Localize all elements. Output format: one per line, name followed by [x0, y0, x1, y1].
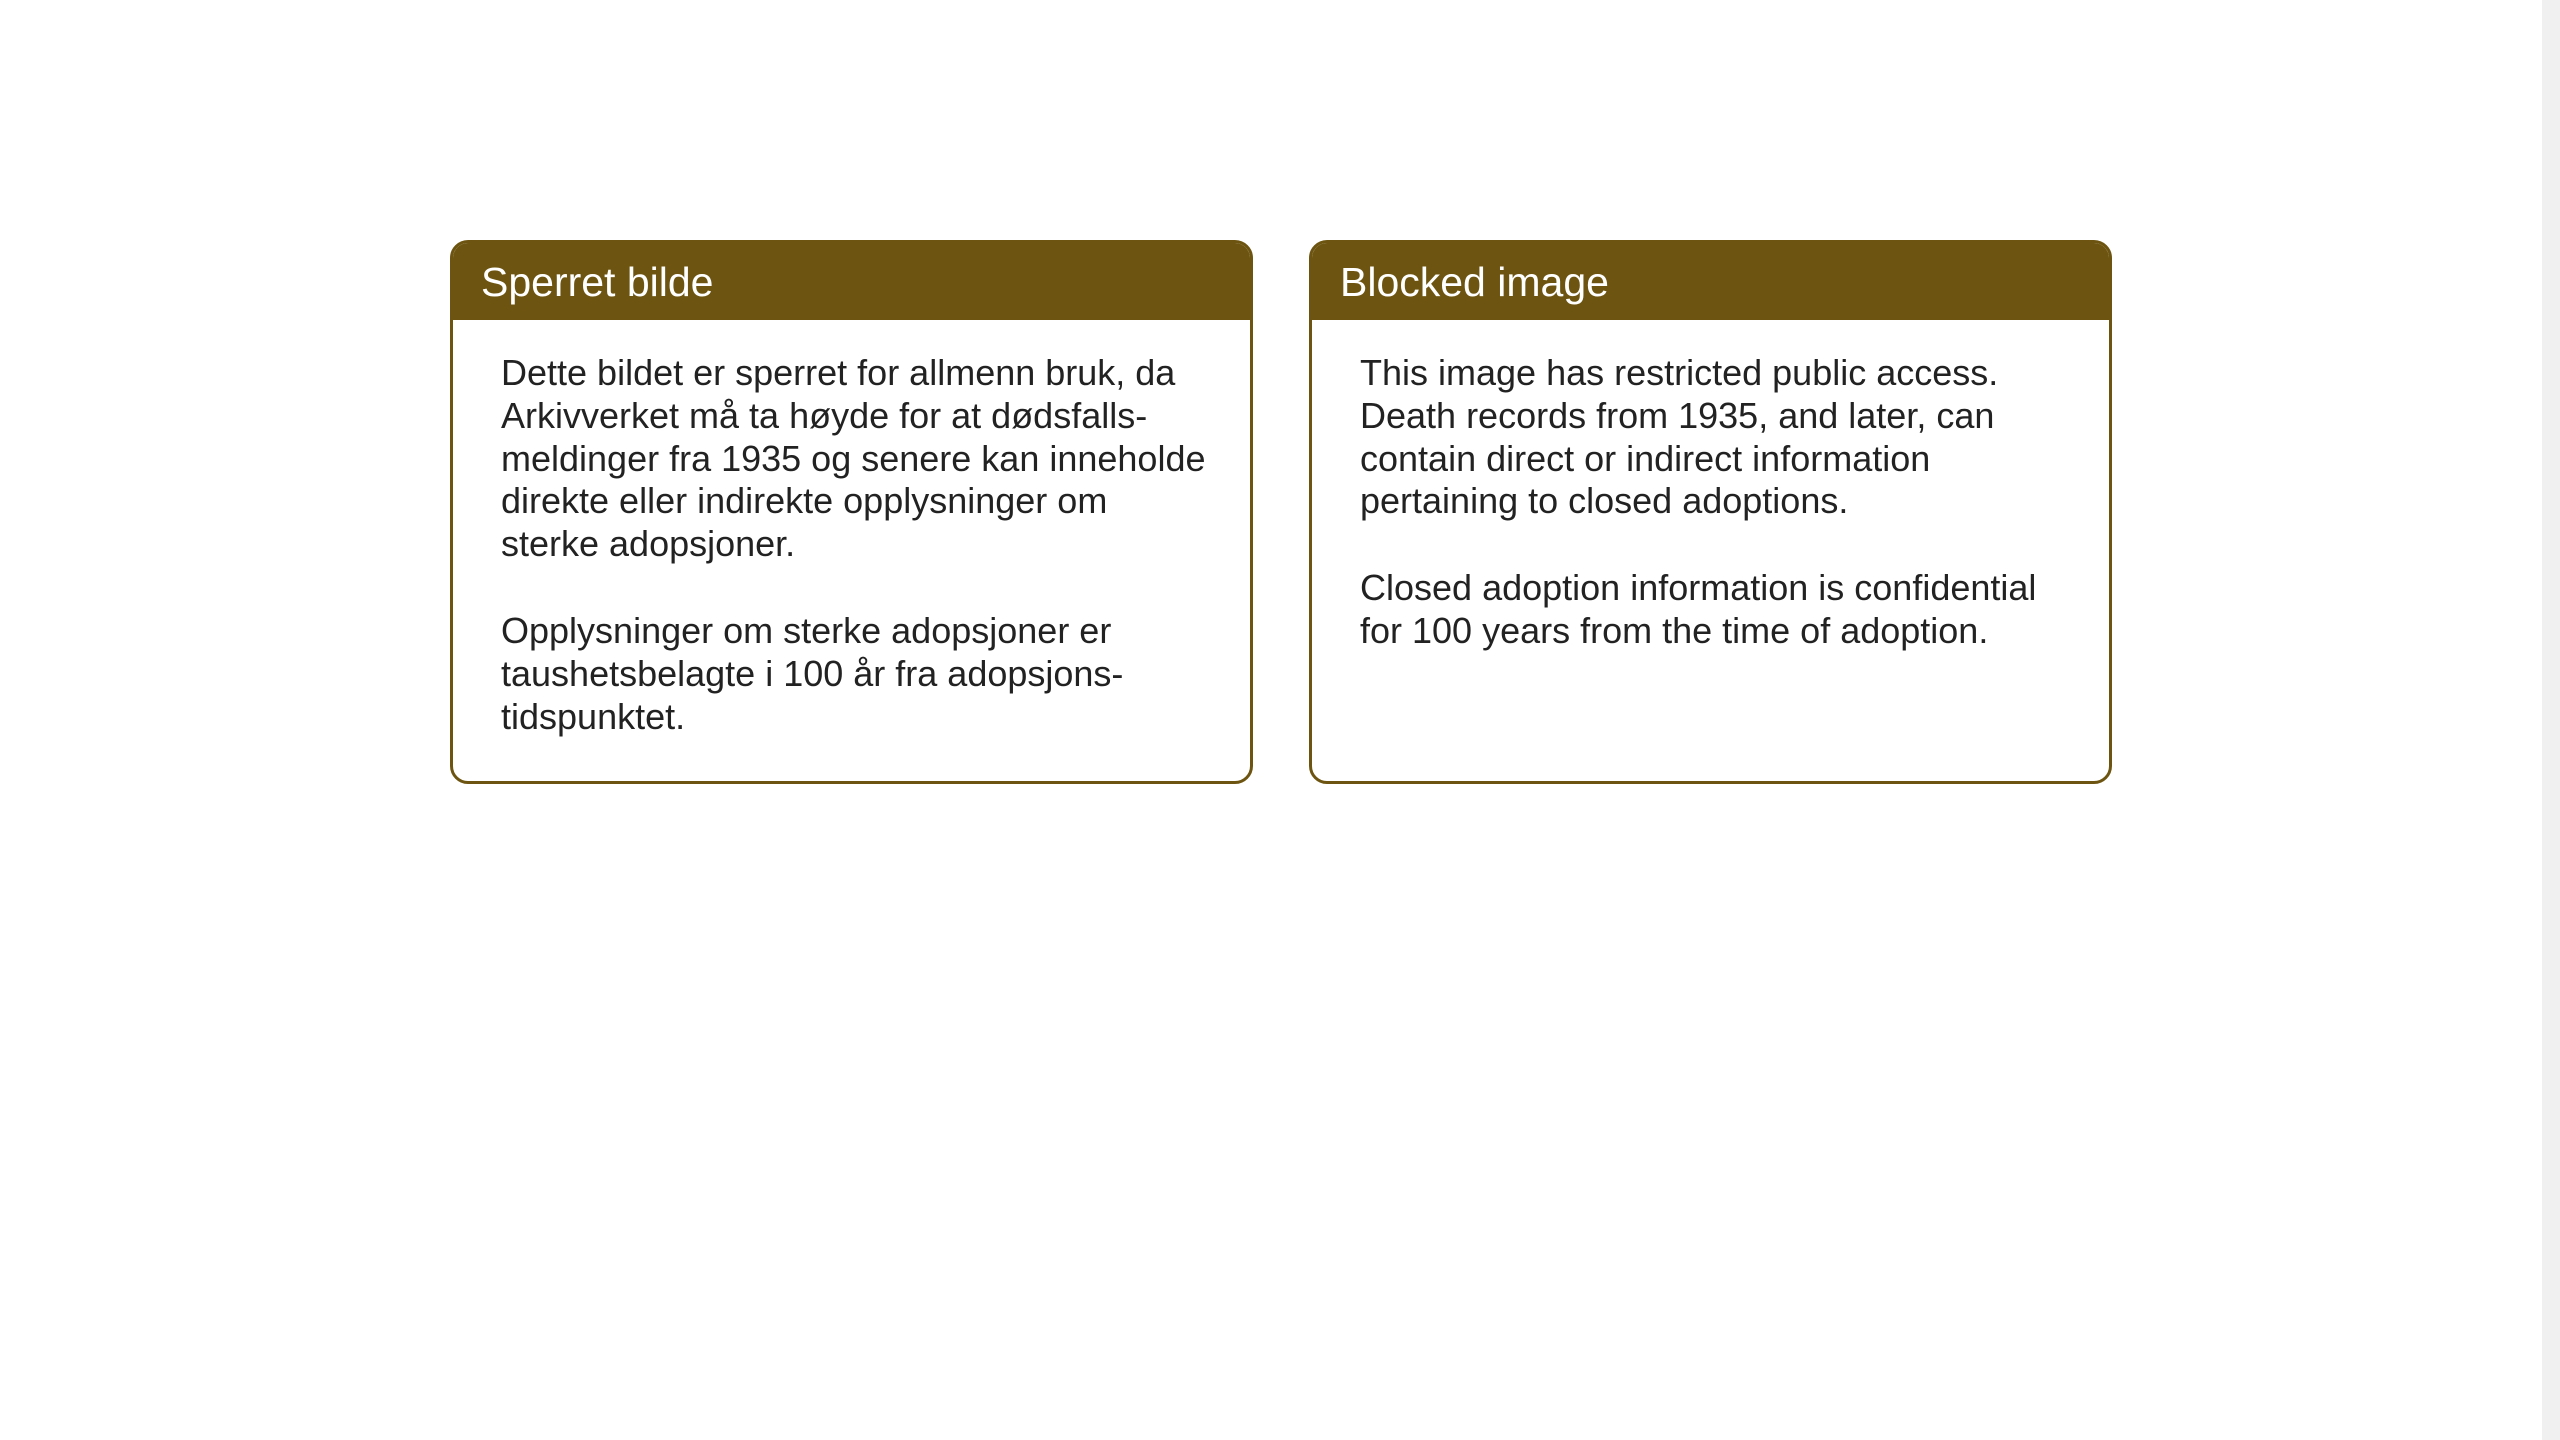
scrollbar-track[interactable] [2542, 0, 2560, 1440]
card-body-english: This image has restricted public access.… [1312, 320, 2109, 695]
card-paragraph-english-1: This image has restricted public access.… [1360, 352, 2067, 523]
cards-container: Sperret bilde Dette bildet er sperret fo… [450, 240, 2112, 784]
card-header-norwegian: Sperret bilde [453, 243, 1250, 320]
card-paragraph-english-2: Closed adoption information is confident… [1360, 567, 2067, 653]
card-title-english: Blocked image [1340, 259, 2081, 306]
page-wrapper: Sperret bilde Dette bildet er sperret fo… [0, 0, 2560, 1440]
info-card-norwegian: Sperret bilde Dette bildet er sperret fo… [450, 240, 1253, 784]
card-paragraph-norwegian-2: Opplysninger om sterke adopsjoner er tau… [501, 610, 1208, 738]
card-paragraph-norwegian-1: Dette bildet er sperret for allmenn bruk… [501, 352, 1208, 566]
info-card-english: Blocked image This image has restricted … [1309, 240, 2112, 784]
card-body-norwegian: Dette bildet er sperret for allmenn bruk… [453, 320, 1250, 781]
card-header-english: Blocked image [1312, 243, 2109, 320]
card-title-norwegian: Sperret bilde [481, 259, 1222, 306]
